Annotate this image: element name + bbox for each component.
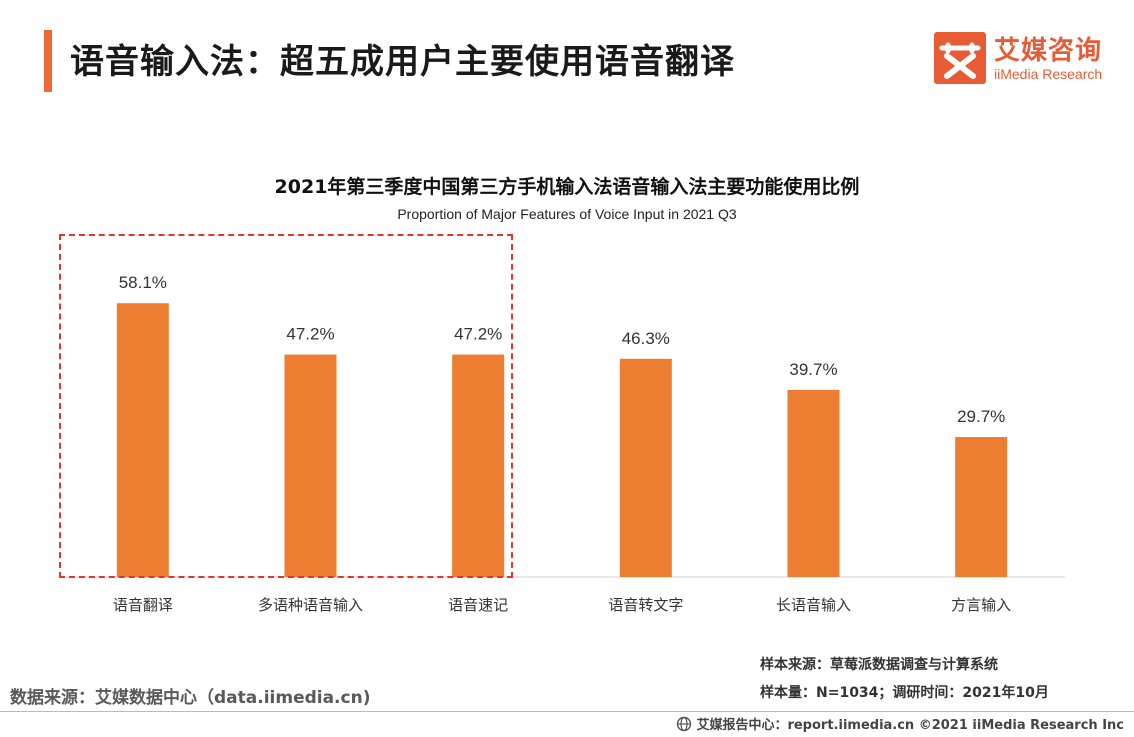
bar	[619, 358, 672, 577]
category-label: 语音速记	[448, 596, 508, 614]
ai-logo-icon	[934, 32, 986, 84]
chart-title: 2021年第三季度中国第三方手机输入法语音输入法主要功能使用比例	[274, 176, 860, 198]
category-label: 方言输入	[951, 596, 1011, 614]
bar-value-label: 47.2%	[286, 325, 334, 344]
category-label: 语音转文字	[608, 596, 683, 614]
logo-brand-en: iiMedia Research	[994, 66, 1103, 82]
bar-value-label: 39.7%	[789, 360, 837, 379]
bar	[284, 354, 337, 577]
highlight-dashed-box	[59, 234, 513, 578]
category-label: 长语音输入	[776, 596, 851, 614]
brand-logo: 艾媒咨询 iiMedia Research	[934, 32, 1124, 88]
bar	[787, 389, 840, 577]
bar	[116, 303, 169, 577]
bar-value-label: 46.3%	[622, 329, 670, 348]
chart-subtitle: Proportion of Major Features of Voice In…	[397, 206, 737, 222]
sample-size-note: 样本量：N=1034；调研时间：2021年10月	[760, 685, 1049, 701]
logo-brand-cn: 艾媒咨询	[994, 36, 1103, 66]
footer: 艾媒报告中心：report.iimedia.cn ©2021 iiMedia R…	[676, 714, 1124, 733]
page-title: 语音输入法：超五成用户主要使用语音翻译	[70, 42, 735, 82]
data-source-note: 数据来源：艾媒数据中心（data.iimedia.cn)	[10, 688, 371, 708]
category-label: 多语种语音输入	[258, 596, 363, 614]
bar-value-label: 58.1%	[119, 273, 167, 292]
bar-value-label: 47.2%	[454, 325, 502, 344]
bar-chart: 58.1% 语音翻译 47.2% 多语种语音输入 47.2% 语音速记 46.3% 语音转文字…	[59, 273, 1065, 614]
bar-value-label: 29.7%	[957, 407, 1005, 426]
bar	[955, 437, 1008, 577]
title-accent-bar	[44, 30, 52, 92]
category-label: 语音翻译	[113, 596, 173, 614]
footer-text: 艾媒报告中心：report.iimedia.cn ©2021 iiMedia R…	[696, 718, 1124, 733]
bar	[452, 354, 505, 577]
globe-icon	[676, 716, 692, 732]
sample-source-note: 样本来源：草莓派数据调查与计算系统	[760, 657, 998, 673]
footer-divider	[0, 711, 1134, 712]
